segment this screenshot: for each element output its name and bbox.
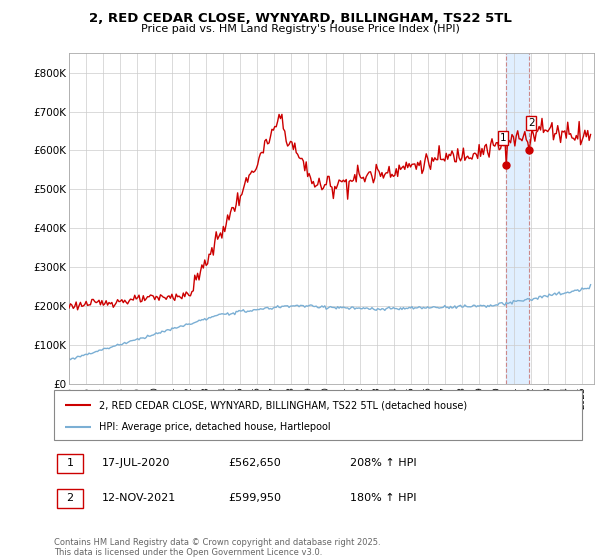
Text: 2: 2: [66, 493, 73, 503]
Bar: [56, 488, 83, 508]
Bar: [56, 454, 83, 473]
Text: 2: 2: [528, 118, 535, 128]
Text: Contains HM Land Registry data © Crown copyright and database right 2025.
This d: Contains HM Land Registry data © Crown c…: [54, 538, 380, 557]
Text: 1: 1: [500, 133, 506, 143]
Text: £562,650: £562,650: [228, 459, 281, 468]
Text: 208% ↑ HPI: 208% ↑ HPI: [350, 459, 416, 468]
Text: 1: 1: [67, 459, 73, 468]
Bar: [506, 53, 529, 384]
Text: Price paid vs. HM Land Registry's House Price Index (HPI): Price paid vs. HM Land Registry's House …: [140, 24, 460, 34]
Text: 2, RED CEDAR CLOSE, WYNYARD, BILLINGHAM, TS22 5TL (detached house): 2, RED CEDAR CLOSE, WYNYARD, BILLINGHAM,…: [99, 400, 467, 410]
Text: HPI: Average price, detached house, Hartlepool: HPI: Average price, detached house, Hart…: [99, 422, 331, 432]
Text: 17-JUL-2020: 17-JUL-2020: [101, 459, 170, 468]
Text: £599,950: £599,950: [228, 493, 281, 503]
Text: 2, RED CEDAR CLOSE, WYNYARD, BILLINGHAM, TS22 5TL: 2, RED CEDAR CLOSE, WYNYARD, BILLINGHAM,…: [89, 12, 511, 25]
Text: 180% ↑ HPI: 180% ↑ HPI: [350, 493, 416, 503]
Text: 12-NOV-2021: 12-NOV-2021: [101, 493, 176, 503]
